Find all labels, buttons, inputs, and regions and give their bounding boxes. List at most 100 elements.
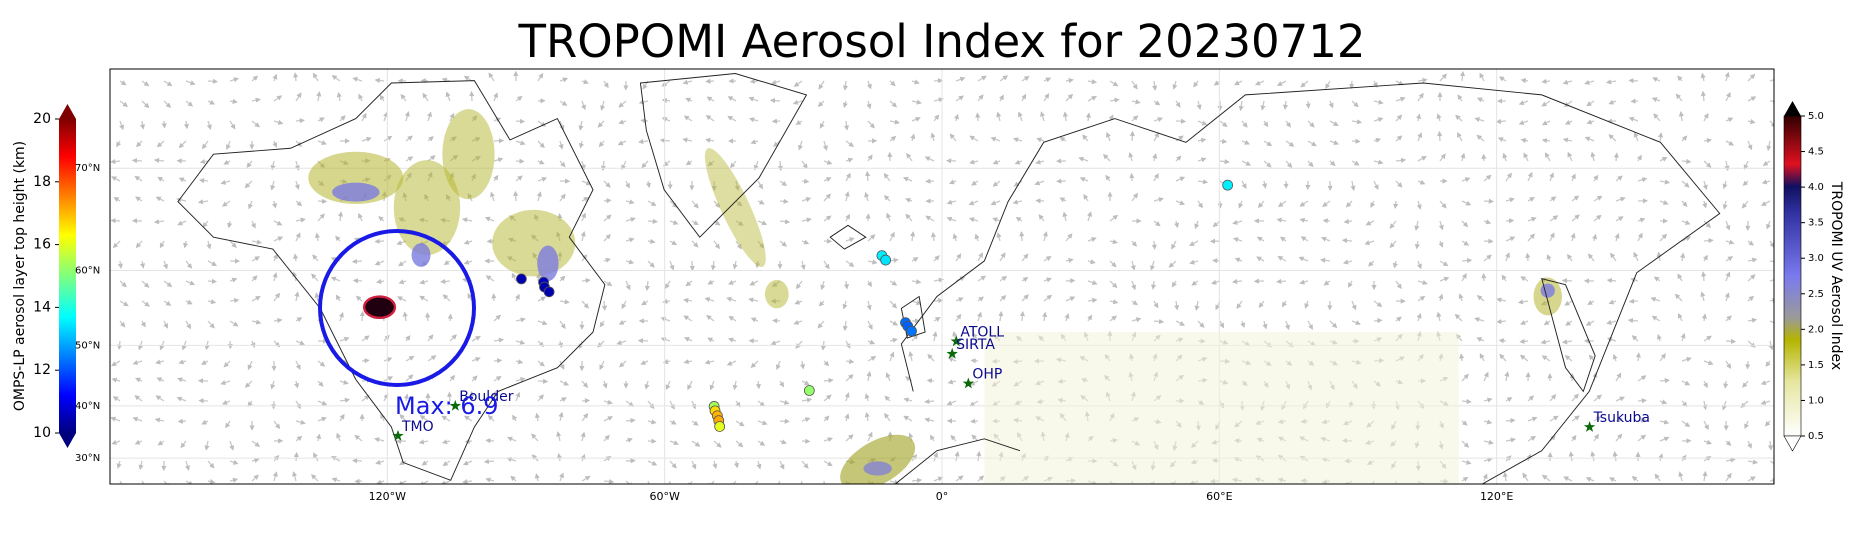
wind-arrow bbox=[422, 92, 429, 102]
wind-arrow bbox=[625, 417, 636, 424]
colorbar-ramp bbox=[59, 119, 76, 433]
wind-arrow bbox=[1285, 140, 1295, 147]
wind-arrow bbox=[1131, 99, 1141, 105]
wind-arrow bbox=[1700, 271, 1707, 282]
wind-arrow bbox=[225, 420, 231, 429]
wind-arrow bbox=[801, 397, 813, 403]
wind-arrow bbox=[946, 199, 957, 205]
wind-arrow bbox=[661, 80, 671, 87]
wind-arrow bbox=[749, 280, 759, 286]
wind-arrow bbox=[176, 197, 187, 203]
wind-arrow bbox=[996, 232, 1002, 242]
wind-arrow bbox=[1128, 152, 1134, 162]
wind-arrow bbox=[374, 437, 385, 443]
wind-arrow bbox=[647, 218, 658, 224]
wind-arrow bbox=[706, 314, 715, 322]
wind-arrow bbox=[199, 159, 209, 165]
wind-arrow bbox=[823, 415, 830, 422]
wind-arrow bbox=[735, 220, 744, 226]
wind-arrow bbox=[1172, 80, 1178, 90]
wind-arrow bbox=[537, 140, 545, 149]
wind-arrow bbox=[823, 193, 832, 202]
wind-arrow bbox=[924, 398, 935, 405]
wind-arrow bbox=[361, 112, 367, 122]
wind-arrow bbox=[229, 459, 239, 465]
wind-arrow bbox=[1307, 160, 1314, 168]
wind-arrow bbox=[927, 353, 935, 362]
wind-arrow bbox=[867, 356, 877, 362]
lon-tick-label: 60°E bbox=[1206, 490, 1232, 503]
wind-arrow bbox=[823, 460, 833, 467]
wind-arrow bbox=[559, 320, 566, 330]
wind-arrow bbox=[112, 396, 121, 402]
wind-arrow bbox=[515, 317, 526, 323]
wind-arrow bbox=[866, 300, 872, 311]
station-label: SIRTA bbox=[956, 337, 995, 353]
wind-arrow bbox=[911, 99, 922, 105]
wind-arrow bbox=[864, 393, 870, 402]
wind-arrow bbox=[397, 480, 407, 484]
wind-arrow bbox=[885, 372, 891, 382]
wind-arrow bbox=[559, 120, 565, 131]
wind-arrow bbox=[933, 317, 941, 322]
wind-arrow bbox=[383, 376, 394, 382]
wind-arrow bbox=[354, 434, 363, 442]
wind-arrow bbox=[119, 320, 126, 328]
colorbar-tick-label: 2.0 bbox=[1808, 324, 1824, 335]
wind-arrow bbox=[558, 411, 564, 422]
wind-arrow bbox=[483, 458, 495, 465]
wind-arrow bbox=[660, 337, 671, 343]
wind-arrow bbox=[691, 460, 697, 470]
wind-arrow bbox=[207, 460, 215, 469]
wind-arrow bbox=[641, 300, 649, 306]
wind-arrow bbox=[669, 440, 679, 446]
wind-arrow bbox=[845, 340, 851, 349]
wind-arrow bbox=[534, 473, 540, 482]
wind-arrow bbox=[669, 200, 678, 208]
wind-arrow bbox=[823, 437, 834, 443]
wind-arrow bbox=[1561, 278, 1573, 284]
wind-arrow bbox=[426, 111, 432, 122]
wind-arrow bbox=[969, 400, 979, 407]
wind-arrow bbox=[845, 374, 854, 382]
wind-arrow bbox=[1241, 139, 1250, 145]
wind-arrow bbox=[578, 140, 584, 149]
wind-arrow bbox=[295, 200, 303, 207]
wind-arrow bbox=[493, 358, 503, 364]
wind-arrow bbox=[910, 231, 916, 242]
wind-arrow bbox=[930, 132, 936, 142]
wind-arrow bbox=[779, 439, 787, 445]
wind-arrow bbox=[317, 416, 327, 422]
wind-arrow bbox=[207, 320, 215, 329]
wind-arrow bbox=[818, 300, 825, 307]
wind-arrow bbox=[294, 291, 300, 302]
wind-arrow bbox=[1064, 313, 1070, 322]
wind-arrow bbox=[999, 75, 1009, 82]
wind-arrow bbox=[823, 394, 832, 402]
wind-arrow bbox=[704, 359, 715, 365]
colorbar-extension bbox=[59, 104, 76, 119]
wind-arrow bbox=[111, 176, 121, 182]
wind-arrow bbox=[116, 460, 122, 469]
wind-arrow bbox=[449, 374, 456, 382]
wind-arrow bbox=[229, 240, 237, 248]
wind-arrow bbox=[946, 400, 957, 406]
wind-arrow bbox=[317, 400, 328, 406]
wind-arrow bbox=[295, 435, 303, 442]
wind-arrow bbox=[1153, 132, 1159, 142]
wind-arrow bbox=[647, 419, 657, 425]
wind-arrow bbox=[1175, 200, 1186, 206]
lat-tick-label: 50°N bbox=[75, 340, 100, 351]
max-hotspot bbox=[362, 295, 397, 320]
wind-arrow bbox=[251, 256, 261, 262]
wind-arrow bbox=[1461, 257, 1473, 264]
wind-arrow bbox=[955, 313, 962, 322]
wind-arrow bbox=[1042, 311, 1048, 322]
wind-arrow bbox=[485, 477, 495, 483]
wind-arrow bbox=[999, 252, 1006, 262]
wind-arrow bbox=[270, 180, 276, 191]
wind-arrow bbox=[229, 320, 239, 327]
wind-arrow bbox=[581, 475, 591, 482]
wind-arrow bbox=[317, 198, 328, 204]
wind-arrow bbox=[1323, 280, 1331, 286]
